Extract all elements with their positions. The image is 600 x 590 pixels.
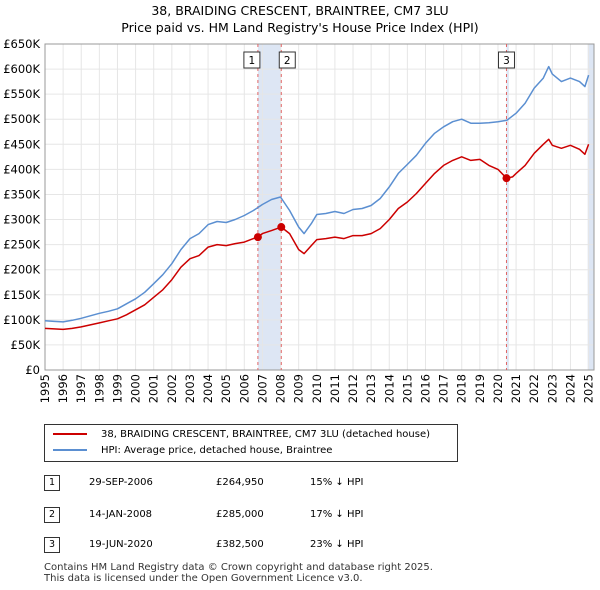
x-tick-label: 2013 [364,374,378,403]
y-tick-label: £450K [3,137,40,151]
legend: 38, BRAIDING CRESCENT, BRAINTREE, CM7 3L… [44,424,458,462]
transaction-price: £264,950 [216,477,264,488]
y-tick-label: £100K [3,313,40,327]
x-tick-label: 2022 [527,374,541,403]
transaction-price: £382,500 [216,539,264,550]
legend-property-swatch [53,433,87,435]
x-tick-label: 2005 [219,374,233,403]
hpi-line [44,65,590,323]
x-tick-label: 2020 [491,374,505,403]
y-tick-label: £300K [3,213,40,227]
legend-item-hpi: HPI: Average price, detached house, Brai… [53,443,332,459]
x-tick-label: 1998 [92,374,106,403]
y-tick-label: £250K [3,238,40,252]
sale-label: 2 [284,55,291,67]
transaction-number: 2 [44,507,60,523]
x-tick-label: 2012 [346,374,360,403]
x-tick-label: 2001 [147,374,161,403]
y-tick-label: £500K [3,112,40,126]
footer-licence: This data is licensed under the Open Gov… [44,573,363,584]
x-tick-label: 2004 [201,374,215,403]
x-tick-label: 2011 [328,374,342,403]
transaction-date: 14-JAN-2008 [89,509,153,520]
transaction-price: £285,000 [216,509,264,520]
x-tick-label: 2003 [183,374,197,403]
sale-label-box [497,51,515,69]
y-tick-label: £350K [3,187,40,201]
chart-title: 38, BRAIDING CRESCENT, BRAINTREE, CM7 3L… [151,3,449,18]
y-tick-label: £200K [3,263,40,277]
legend-property-label: 38, BRAIDING CRESCENT, BRAINTREE, CM7 3L… [101,429,431,440]
legend-item-property: 38, BRAIDING CRESCENT, BRAINTREE, CM7 3L… [53,427,430,443]
footer-copyright: Contains HM Land Registry data © Crown c… [44,562,433,573]
transaction-date: 19-JUN-2020 [89,539,153,550]
x-tick-label: 2014 [382,374,396,403]
x-tick-label: 2010 [310,374,324,403]
sale-label: 1 [249,55,256,67]
plot-area [45,44,594,370]
sale-label-box [243,51,261,69]
sale-point [277,223,286,232]
x-tick-label: 2000 [129,374,143,403]
x-tick-label: 2019 [473,374,487,403]
sale-label-box [278,51,296,69]
x-tick-label: 2006 [237,374,251,403]
y-tick-label: £50K [11,338,41,352]
transaction-number: 3 [44,537,60,553]
y-tick-label: £650K [3,37,40,51]
chart-subtitle: Price paid vs. HM Land Registry's House … [121,20,479,35]
y-tick-label: £0 [25,363,40,377]
x-tick-label: 1995 [38,374,52,403]
x-tick-label: 2008 [274,374,288,403]
x-tick-label: 2018 [455,374,469,403]
transaction-hpi-diff: 15% ↓ HPI [310,477,364,488]
sale-label: 3 [503,55,510,67]
transaction-date: 29-SEP-2006 [89,477,153,488]
y-tick-label: £550K [3,87,40,101]
x-tick-label: 2024 [563,374,577,403]
x-tick-label: 2002 [165,374,179,403]
plot-border [44,43,595,371]
x-tick-label: 1999 [110,374,124,403]
x-tick-label: 2015 [400,374,414,403]
x-tick-label: 2009 [292,374,306,403]
x-tick-label: 2021 [509,374,523,403]
x-tick-label: 1996 [56,374,70,403]
legend-hpi-label: HPI: Average price, detached house, Brai… [101,445,333,456]
transaction-hpi-diff: 17% ↓ HPI [310,509,364,520]
y-tick-label: £150K [3,288,40,302]
legend-hpi-swatch [53,449,87,451]
sale-point [253,233,262,242]
y-tick-label: £600K [3,62,40,76]
y-tick-label: £400K [3,162,40,176]
property-price-line [44,138,590,331]
x-tick-label: 2017 [437,374,451,403]
shaded-band [257,44,282,370]
x-tick-label: 1997 [74,374,88,403]
price-chart: £0 £50K £100K £150K £200K £250K £300K £350K £400… [3,37,596,403]
x-tick-label: 2025 [582,374,596,403]
x-tick-label: 2023 [545,374,559,403]
transaction-hpi-diff: 23% ↓ HPI [310,539,364,550]
sale-point [502,174,511,183]
x-tick-label: 2016 [418,374,432,403]
shaded-band [506,44,509,370]
shaded-band [587,44,594,370]
x-tick-label: 2007 [255,374,269,403]
transaction-number: 1 [44,475,60,491]
